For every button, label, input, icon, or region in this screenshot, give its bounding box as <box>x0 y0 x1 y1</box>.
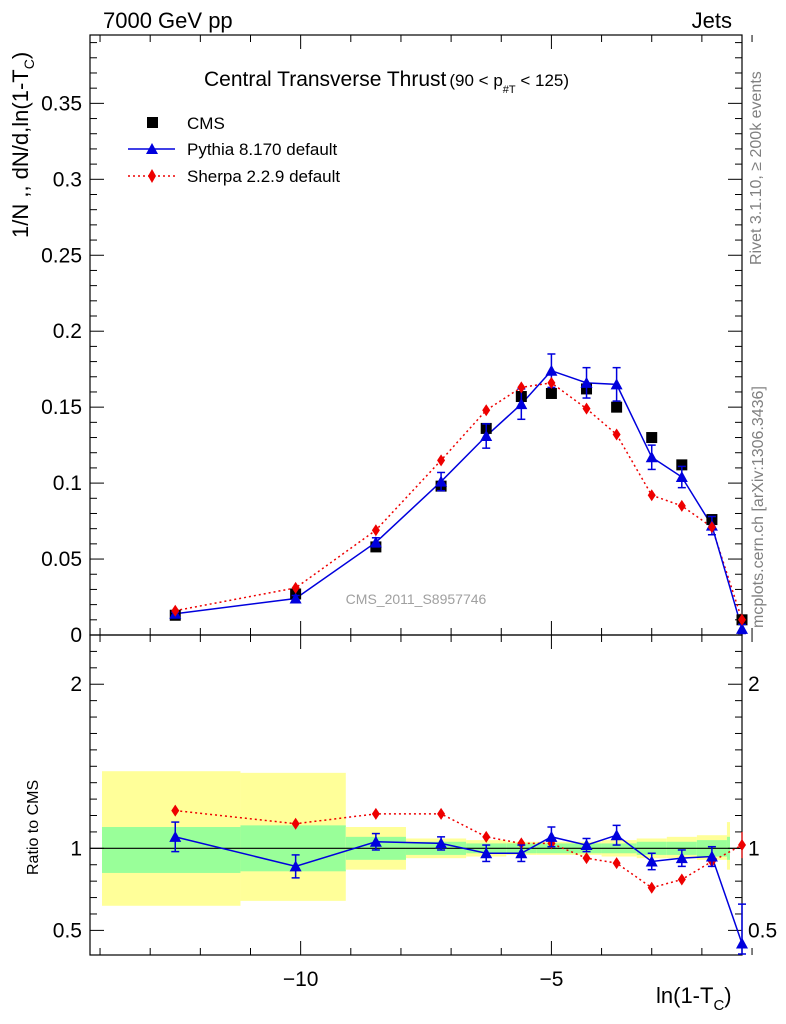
legend-label-pythia: Pythia 8.170 default <box>187 140 338 159</box>
ratio-sherpa-point <box>171 804 180 817</box>
ratio-pythia-point <box>736 937 748 949</box>
cms-point <box>545 387 557 399</box>
ratio-sherpa-point <box>482 830 491 843</box>
main-y-tick-label: 0.25 <box>41 244 82 267</box>
sherpa-point <box>707 521 716 534</box>
side-label-rivet: Rivet 3.1.10, ≥ 200k events <box>748 71 765 265</box>
ratio-pythia-point <box>705 850 718 862</box>
ratio-pythia-point <box>645 855 658 867</box>
main-y-tick-label: 0 <box>70 624 82 647</box>
legend-marker-cms <box>147 117 158 128</box>
pythia-point <box>545 364 558 376</box>
sherpa-point <box>677 499 686 512</box>
sherpa-point <box>547 376 556 389</box>
ratio-pythia-point <box>580 839 593 851</box>
ratio-pythia-point <box>289 860 302 872</box>
sherpa-point <box>291 581 300 594</box>
sherpa-point <box>612 428 621 441</box>
main-y-tick-label: 0.2 <box>53 320 82 343</box>
ratio-pythia-point <box>610 829 623 841</box>
legend-marker-sherpa <box>148 169 156 183</box>
sherpa-point <box>371 524 380 537</box>
ratio-pythia-point <box>169 830 182 842</box>
cms-point <box>676 459 688 471</box>
legend-marker-pythia <box>146 143 158 154</box>
main-y-tick-label: 0.05 <box>41 548 82 571</box>
ratio-plot-area <box>90 771 742 906</box>
x-tick-label: −5 <box>539 968 563 991</box>
ratio-pythia-point <box>369 835 382 847</box>
ratio-sherpa-point <box>677 873 686 886</box>
sherpa-point <box>517 381 526 394</box>
ratio-y-tick-label: 0.5 <box>53 919 82 942</box>
ratio-y-tick-label: 1 <box>70 837 82 860</box>
pythia-point <box>369 536 382 548</box>
sherpa-point <box>171 604 180 617</box>
legend: CMS Pythia 8.170 default Sherpa 2.2.9 de… <box>128 114 340 186</box>
main-y-tick-label: 0.15 <box>41 396 82 419</box>
sherpa-line <box>175 382 743 621</box>
header-right: Jets <box>692 8 732 33</box>
ratio-sherpa-point <box>647 881 656 894</box>
ratio-frame <box>89 634 743 956</box>
x-tick-label: −10 <box>283 968 319 991</box>
main-y-tick-label: 0.1 <box>53 472 82 495</box>
pythia-point <box>675 471 688 483</box>
ratio-y-tick-label-right: 1 <box>748 837 760 860</box>
ratio-sherpa-point <box>582 852 591 865</box>
main-y-tick-label: 0.35 <box>41 92 82 115</box>
ratio-stat-band <box>102 827 241 873</box>
ratio-pythia-point <box>480 847 493 859</box>
ratio-pythia-point <box>515 847 528 859</box>
pythia-point <box>645 451 658 463</box>
ratio-y-tick-label: 2 <box>70 673 82 696</box>
ratio-pythia-point <box>435 837 448 849</box>
pythia-point <box>515 398 528 410</box>
ratio-y-tick-label-right: 2 <box>748 673 760 696</box>
x-axis-title: ln(1-TC) <box>656 983 732 1014</box>
ratio-sherpa-point <box>291 817 300 830</box>
main-y-tick-label: 0.3 <box>53 168 82 191</box>
ratio-sherpa-point <box>612 857 621 870</box>
pythia-point <box>435 475 448 487</box>
ratio-sherpa-point <box>517 837 526 850</box>
cms-point <box>646 432 658 444</box>
pythia-point <box>610 378 623 390</box>
main-y-axis-title: 1/N ,, dN/d,ln(1-TC) <box>8 52 37 238</box>
analysis-watermark: CMS_2011_S8957746 <box>346 591 487 607</box>
ratio-sherpa-point <box>371 807 380 820</box>
ratio-pythia-point <box>545 830 558 842</box>
ratio-y-axis-title: Ratio to CMS <box>25 780 42 875</box>
sherpa-point <box>738 613 746 626</box>
legend-label-cms: CMS <box>187 114 225 133</box>
pythia-point <box>580 376 593 388</box>
sherpa-point <box>647 489 656 502</box>
pythia-point <box>289 592 302 604</box>
legend-label-sherpa: Sherpa 2.2.9 default <box>187 167 340 186</box>
pythia-point <box>480 430 493 442</box>
main-series <box>169 353 748 635</box>
sherpa-point <box>437 454 446 467</box>
ratio-sherpa-point <box>738 839 746 852</box>
sherpa-point <box>482 404 491 417</box>
header-left: 7000 GeV pp <box>103 8 233 33</box>
ratio-axes: 0.5 0.5 1 1 2 2 −10 −5 <box>53 634 777 991</box>
ratio-sherpa-point <box>437 807 446 820</box>
side-label-mcplots: mcplots.cern.ch [arXiv:1306.3436] <box>750 386 767 628</box>
pythia-point <box>736 622 748 634</box>
chart-title: Central Transverse Thrust (90 < p#T < 125… <box>204 68 569 96</box>
ratio-series <box>169 804 748 955</box>
ratio-pythia-point <box>675 852 688 864</box>
cms-point <box>611 401 623 413</box>
ratio-y-tick-label-right: 0.5 <box>748 919 777 942</box>
sherpa-point <box>582 402 591 415</box>
